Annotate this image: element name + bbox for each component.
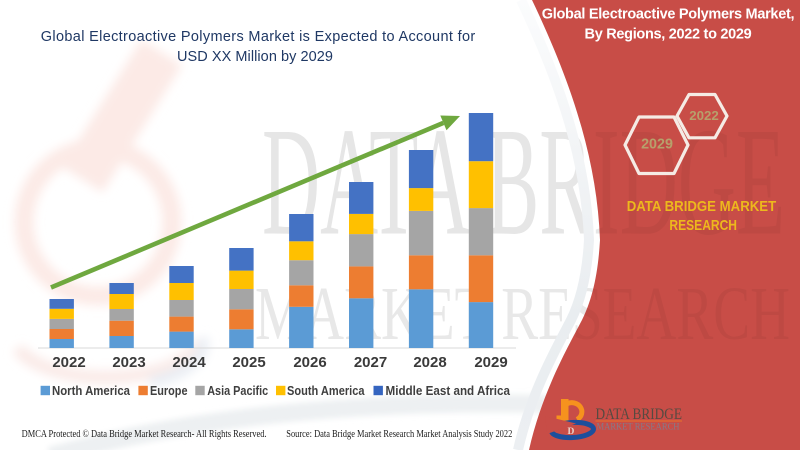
svg-text:South America: South America	[287, 384, 365, 398]
svg-text:2025: 2025	[232, 354, 265, 371]
svg-text:Global Electroactive Polymers: Global Electroactive Polymers Market,	[542, 7, 795, 23]
svg-text:By Regions, 2022 to 2029: By Regions, 2022 to 2029	[585, 27, 752, 43]
svg-text:Middle East and Africa: Middle East and Africa	[386, 384, 511, 398]
svg-text:DATA BRIDGE MARKET: DATA BRIDGE MARKET	[627, 198, 777, 215]
svg-text:2026: 2026	[293, 354, 326, 371]
svg-text:2029: 2029	[474, 354, 507, 371]
svg-text:2029: 2029	[641, 136, 673, 152]
svg-text:2024: 2024	[172, 354, 206, 371]
svg-text:USD XX Million by 2029: USD XX Million by 2029	[177, 49, 333, 65]
svg-text:2022: 2022	[52, 354, 85, 371]
svg-text:2028: 2028	[413, 354, 446, 371]
svg-text:Global Electroactive Polymers: Global Electroactive Polymers Market is …	[41, 29, 476, 45]
svg-text:North America: North America	[52, 384, 131, 398]
svg-text:D: D	[568, 427, 575, 437]
svg-text:DMCA Protected © Data Bridge M: DMCA Protected © Data Bridge Market Rese…	[22, 429, 267, 440]
svg-text:DATA BRIDGE: DATA BRIDGE	[596, 406, 683, 423]
svg-text:Asia Pacific: Asia Pacific	[207, 384, 268, 398]
svg-text:2022: 2022	[689, 108, 719, 123]
svg-text:MARKET RESEARCH: MARKET RESEARCH	[597, 422, 680, 432]
svg-text:Europe: Europe	[150, 384, 188, 398]
svg-text:RESEARCH: RESEARCH	[669, 217, 737, 234]
svg-text:2023: 2023	[112, 354, 145, 371]
svg-text:Source: Data Bridge Market Res: Source: Data Bridge Market Research Mark…	[286, 429, 512, 440]
svg-text:2027: 2027	[354, 354, 387, 371]
